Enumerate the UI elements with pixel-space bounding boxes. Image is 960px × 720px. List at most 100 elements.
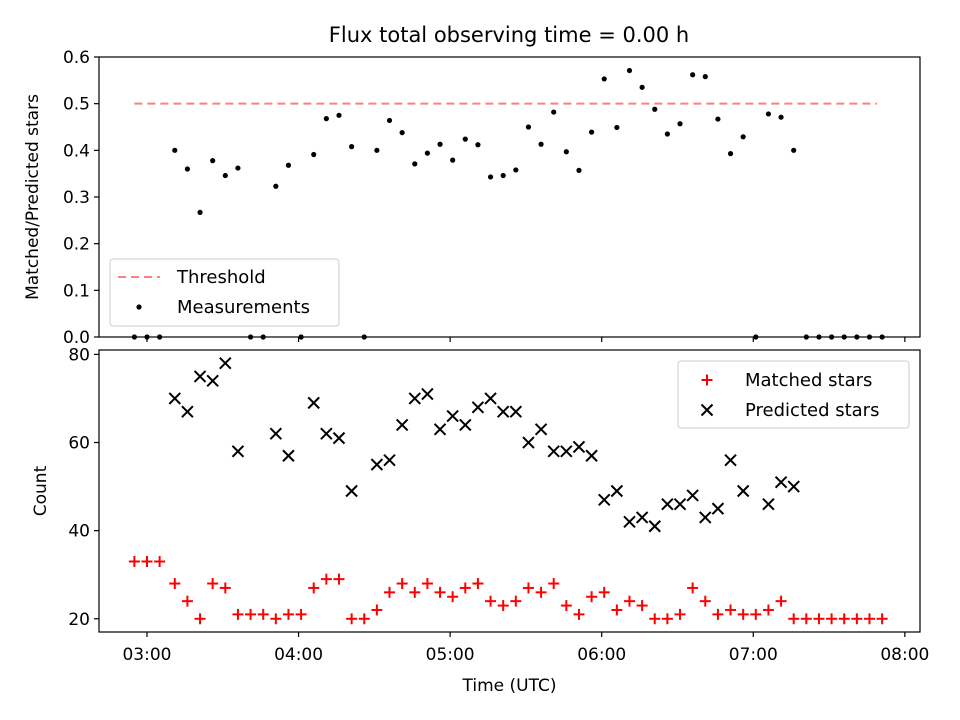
measurement-point: [285, 162, 292, 168]
measurement-point: [500, 172, 506, 179]
cross-b: [395, 418, 409, 432]
top-ytick-label: 0.0: [63, 328, 90, 348]
predicted-point: [421, 387, 434, 401]
cross-b: [509, 405, 523, 418]
matched-point: [497, 600, 509, 612]
measurement-point: [157, 334, 163, 340]
bottom-plot-frame: [98, 349, 921, 633]
matched-point: [851, 613, 863, 625]
measurement-point: [765, 111, 772, 117]
predicted-point: [370, 458, 384, 471]
legend-threshold-label: Threshold: [176, 267, 266, 288]
matched-point: [472, 578, 484, 590]
predicted-point: [168, 392, 181, 405]
measurement-point: [184, 166, 191, 172]
cross-b: [168, 392, 181, 405]
predicted-point: [231, 445, 245, 458]
measurement-point: [866, 334, 873, 340]
bottom-ylabel: Count: [31, 465, 51, 516]
measurement-point: [626, 67, 633, 74]
matched-point: [295, 608, 307, 620]
cross-b: [433, 423, 447, 436]
cross-b: [736, 484, 750, 498]
cross-b: [231, 445, 245, 458]
measurement-point: [601, 76, 607, 82]
legend-measurements-swatch: [136, 304, 142, 310]
legend-matched-swatch: [701, 374, 713, 386]
cross-b: [484, 392, 497, 405]
cross-b: [408, 392, 421, 405]
predicted-point: [484, 392, 497, 405]
predicted-point: [193, 370, 207, 383]
measurement-point: [298, 334, 304, 340]
cross-b: [686, 489, 699, 502]
matched-point: [863, 613, 875, 625]
predicted-point: [762, 498, 775, 511]
cross-b: [206, 374, 219, 388]
matched-point: [548, 578, 560, 590]
predicted-point: [534, 423, 548, 436]
matched-point: [838, 613, 850, 625]
bottom-xtick-label: 08:00: [880, 645, 929, 665]
predicted-point: [282, 449, 295, 462]
predicted-point: [206, 374, 219, 388]
matched-point: [358, 613, 370, 625]
matched-point: [485, 595, 497, 607]
matched-point: [826, 613, 838, 625]
measurement-point: [652, 106, 658, 112]
cross-b: [193, 370, 207, 383]
matched-point: [282, 608, 294, 620]
measurement-point: [551, 109, 557, 115]
matched-point: [207, 578, 219, 590]
matched-point: [535, 586, 547, 598]
cross-b: [383, 453, 396, 467]
measurement-point: [172, 147, 178, 153]
predicted-point: [711, 502, 725, 515]
matched-point: [371, 604, 383, 616]
predicted-point: [307, 396, 320, 410]
matched-point: [725, 604, 737, 616]
matched-point: [699, 595, 711, 607]
bottom-ytick-label: 20: [68, 610, 90, 630]
predicted-point: [686, 489, 699, 502]
matched-point: [800, 613, 812, 625]
measurement-point: [247, 334, 254, 340]
measurement-point: [424, 150, 430, 156]
top-legend: Threshold Measurements: [109, 258, 340, 327]
measurement-point: [361, 334, 367, 340]
predicted-point: [332, 431, 346, 445]
measurement-point: [816, 334, 822, 340]
matched-point: [219, 582, 231, 594]
cross-b: [421, 387, 434, 401]
measurement-point: [487, 174, 494, 180]
predicted-point: [320, 427, 333, 440]
bottom-xlabel: Time (UTC): [462, 676, 557, 696]
matched-point: [762, 604, 774, 616]
cross-b: [560, 445, 573, 458]
matched-point: [750, 608, 762, 620]
cross-b: [370, 458, 384, 471]
matched-point: [308, 582, 320, 594]
matched-point: [649, 613, 661, 625]
measurement-point: [690, 72, 696, 78]
cross-b: [661, 498, 674, 511]
matched-point: [687, 582, 699, 594]
measurement-point: [563, 149, 569, 155]
cross-b: [181, 405, 194, 418]
cross-b: [585, 449, 598, 462]
matched-point: [813, 613, 825, 625]
predicted-point: [219, 357, 232, 370]
measurement-point: [386, 117, 393, 124]
measurement-point: [614, 124, 620, 131]
measurement-point: [197, 209, 203, 215]
predicted-point: [699, 511, 712, 524]
cross-b: [332, 431, 346, 445]
predicted-point: [661, 498, 674, 511]
matched-point: [447, 591, 459, 603]
measurement-point: [828, 334, 835, 340]
bottom-xtick-label: 04:00: [274, 645, 323, 665]
predicted-point: [459, 418, 472, 432]
matched-point: [333, 573, 345, 585]
cross-b: [471, 401, 485, 414]
matched-point: [661, 613, 673, 625]
